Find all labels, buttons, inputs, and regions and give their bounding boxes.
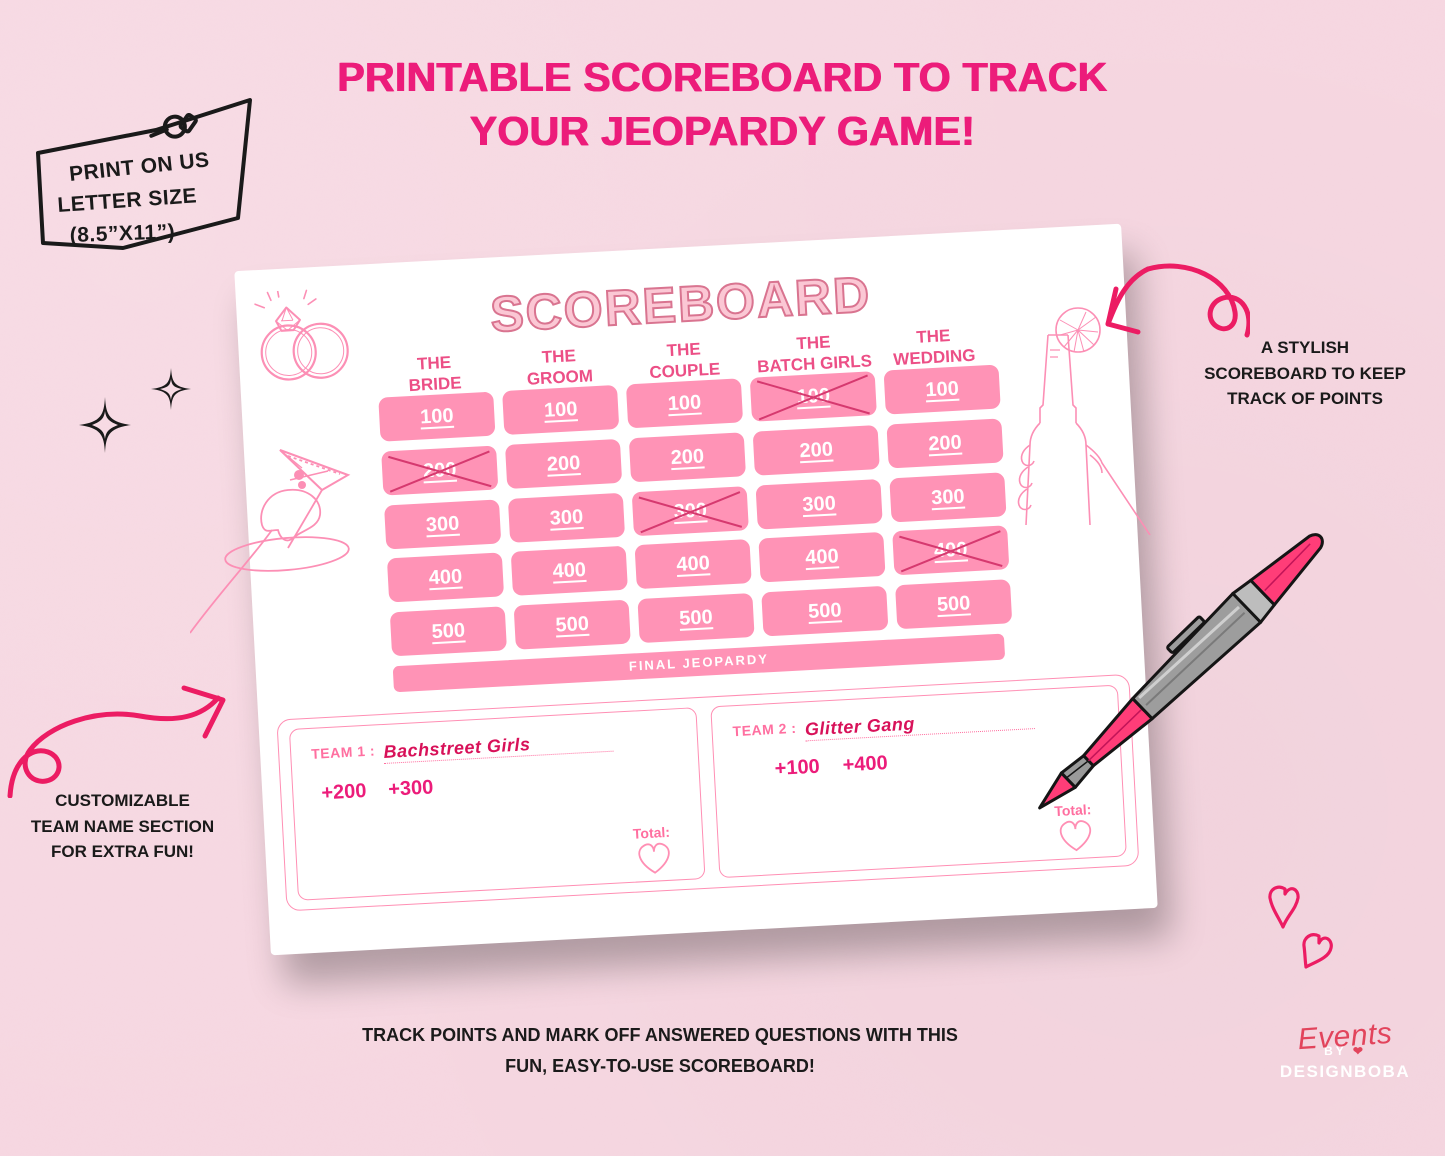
svg-text:(8.5”X11”): (8.5”X11”) [69,220,175,247]
svg-text:PRINT ON US: PRINT ON US [68,148,210,186]
svg-text:LETTER SIZE: LETTER SIZE [57,184,198,217]
